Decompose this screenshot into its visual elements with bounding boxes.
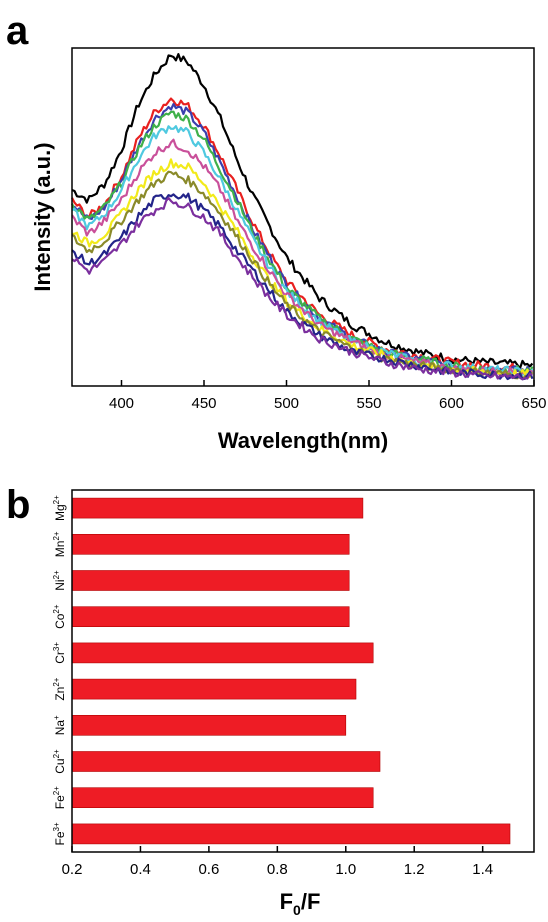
category-label-charge: 2+ — [52, 604, 61, 613]
panel-a-x-ticks: 400 450 500 550 600 650 — [109, 380, 547, 412]
category-label-charge: 2+ — [52, 495, 61, 504]
x-tick-label: 550 — [356, 395, 381, 412]
spectrum-line — [70, 110, 534, 376]
category-label-charge: 2+ — [52, 570, 61, 579]
x-tick-label: 500 — [274, 395, 299, 412]
panel-b-x-axis-title-tail: /F — [301, 889, 321, 914]
category-label: Zn2+ — [52, 677, 67, 700]
panel-b-x-axis-title: F0/F — [280, 889, 321, 918]
category-label: Mg2+ — [52, 495, 67, 521]
category-label: Ni2+ — [52, 570, 67, 591]
category-label-base: Na — [53, 720, 67, 736]
panel-b-bar-chart: b 0.2 0.4 0.6 0.8 1.0 1.2 1.4 Fe3+Fe2+Cu2+Na+Z… — [6, 483, 535, 918]
category-label-charge: 2+ — [52, 749, 61, 758]
bar — [71, 533, 350, 555]
spectrum-line — [71, 170, 533, 381]
panel-b-x-axis-title-main: F — [280, 889, 293, 914]
category-label-base: Cu — [53, 758, 67, 773]
category-label-base: Zn — [53, 687, 67, 701]
spectrum-line — [71, 125, 534, 377]
category-label-charge: 3+ — [52, 642, 61, 651]
category-label-charge: 2+ — [52, 531, 61, 540]
panel-b-x-axis-title-sub: 0 — [293, 902, 301, 918]
x-tick-label: 650 — [521, 395, 546, 412]
x-tick-label: 0.6 — [198, 861, 219, 878]
category-label: Cu2+ — [52, 749, 67, 774]
category-label-base: Fe — [53, 795, 67, 809]
category-label-charge: 2+ — [52, 677, 61, 686]
category-label-base: Mg — [53, 504, 67, 521]
spectrum-line — [72, 158, 534, 379]
category-label-base: Ni — [53, 579, 67, 590]
panel-b-letter: b — [6, 483, 30, 527]
bar — [71, 606, 350, 628]
category-label-charge: 3+ — [52, 822, 61, 831]
bar — [71, 497, 364, 519]
panel-a-spectra-chart: a 400 450 500 550 600 650 Wavelength(nm) Inte… — [6, 9, 547, 453]
spectrum-line — [71, 196, 533, 381]
panel-a-letter: a — [6, 9, 29, 53]
x-tick-label: 1.4 — [472, 861, 493, 878]
x-tick-label: 1.2 — [404, 861, 425, 878]
x-tick-label: 0.4 — [130, 861, 151, 878]
category-label-base: Fe — [53, 831, 67, 845]
panel-a-frame — [71, 47, 535, 387]
x-tick-label: 600 — [439, 395, 464, 412]
category-label: Na+ — [52, 715, 67, 735]
panel-a-y-axis-title: Intensity (a.u.) — [30, 142, 55, 291]
panel-b-x-ticks: 0.2 0.4 0.6 0.8 1.0 1.2 1.4 — [62, 846, 493, 878]
bar — [71, 678, 357, 700]
category-label-base: Co — [53, 613, 67, 629]
panel-b-category-labels: Fe3+Fe2+Cu2+Na+Zn2+Cr3+Co2+Ni2+Mn2+Mg2+ — [52, 495, 67, 846]
x-tick-label: 0.2 — [62, 861, 83, 878]
category-label-charge: + — [52, 715, 61, 720]
bar — [71, 714, 347, 736]
bar — [71, 751, 381, 772]
spectrum-line — [71, 53, 534, 370]
category-label: Cr3+ — [52, 642, 67, 664]
x-tick-label: 1.0 — [335, 861, 356, 878]
bar — [71, 787, 374, 809]
category-label: Fe3+ — [52, 822, 67, 845]
category-label: Fe2+ — [52, 786, 67, 809]
category-label: Mn2+ — [52, 531, 67, 557]
bar — [71, 570, 350, 591]
x-tick-label: 400 — [109, 395, 134, 412]
panel-b-frame — [71, 489, 535, 853]
bar — [71, 823, 511, 845]
bar — [71, 642, 374, 664]
category-label-base: Cr — [53, 651, 67, 664]
panel-b-bars-group — [71, 497, 511, 845]
category-label-base: Mn — [53, 541, 67, 558]
panel-a-x-axis-title: Wavelength(nm) — [218, 428, 388, 453]
spectrum-line — [71, 138, 533, 377]
x-tick-label: 450 — [191, 395, 216, 412]
panel-a-series-group — [70, 53, 534, 381]
category-label: Co2+ — [52, 604, 67, 629]
category-label-charge: 2+ — [52, 786, 61, 795]
x-tick-label: 0.8 — [267, 861, 288, 878]
